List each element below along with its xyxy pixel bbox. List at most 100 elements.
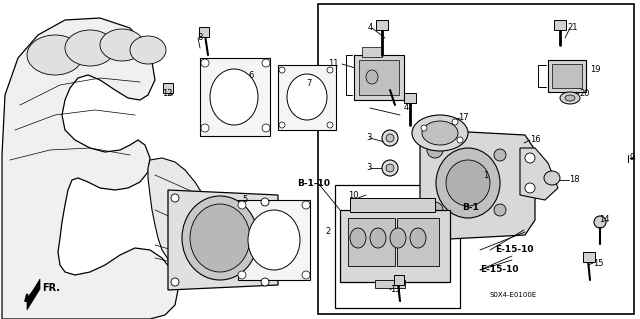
Bar <box>199 27 209 37</box>
Text: 19: 19 <box>590 65 600 75</box>
Bar <box>552 64 582 88</box>
Bar <box>375 280 405 288</box>
Ellipse shape <box>130 36 166 64</box>
Ellipse shape <box>560 92 580 104</box>
Text: 1: 1 <box>483 170 488 180</box>
Ellipse shape <box>287 74 327 120</box>
Bar <box>238 200 310 280</box>
Ellipse shape <box>494 149 506 161</box>
Text: 13: 13 <box>390 286 401 294</box>
Text: E-15-10: E-15-10 <box>495 246 534 255</box>
Text: 10: 10 <box>348 190 358 199</box>
Ellipse shape <box>544 171 560 185</box>
Text: E-15-10: E-15-10 <box>480 265 518 275</box>
Text: 6: 6 <box>248 70 253 79</box>
Polygon shape <box>148 158 222 278</box>
Text: B-1: B-1 <box>462 203 479 211</box>
Bar <box>350 198 435 212</box>
Text: 15: 15 <box>593 258 604 268</box>
Ellipse shape <box>525 183 535 193</box>
Ellipse shape <box>436 148 500 218</box>
Ellipse shape <box>210 69 258 125</box>
Text: 4: 4 <box>404 103 409 113</box>
Ellipse shape <box>65 30 115 66</box>
Bar <box>583 252 595 262</box>
Text: 20: 20 <box>579 88 589 98</box>
Text: 2: 2 <box>325 227 330 236</box>
Ellipse shape <box>171 278 179 286</box>
Ellipse shape <box>350 228 366 248</box>
Ellipse shape <box>457 137 463 143</box>
Ellipse shape <box>190 204 250 272</box>
Polygon shape <box>420 130 535 240</box>
Bar <box>359 60 399 95</box>
Text: FR.: FR. <box>42 283 60 293</box>
Ellipse shape <box>327 122 333 128</box>
Bar <box>394 275 404 285</box>
Ellipse shape <box>427 202 443 218</box>
Ellipse shape <box>261 278 269 286</box>
Ellipse shape <box>422 121 458 145</box>
Ellipse shape <box>427 142 443 158</box>
Ellipse shape <box>171 194 179 202</box>
Ellipse shape <box>390 228 406 248</box>
Ellipse shape <box>201 124 209 132</box>
Ellipse shape <box>238 201 246 209</box>
Polygon shape <box>2 18 178 319</box>
Ellipse shape <box>370 228 386 248</box>
Ellipse shape <box>279 67 285 73</box>
Ellipse shape <box>248 210 300 270</box>
Ellipse shape <box>27 35 83 75</box>
Ellipse shape <box>201 59 209 67</box>
Ellipse shape <box>182 196 258 280</box>
Ellipse shape <box>382 130 398 146</box>
Bar <box>335 185 460 308</box>
Bar <box>340 210 450 282</box>
Polygon shape <box>520 148 558 200</box>
Text: S0X4-E0100E: S0X4-E0100E <box>490 292 537 298</box>
Text: 7: 7 <box>306 78 312 87</box>
Ellipse shape <box>327 67 333 73</box>
Bar <box>278 65 336 130</box>
Ellipse shape <box>565 95 575 101</box>
Ellipse shape <box>446 160 490 206</box>
Bar <box>200 58 270 136</box>
Bar <box>376 20 388 30</box>
Ellipse shape <box>421 125 427 131</box>
Ellipse shape <box>410 228 426 248</box>
Ellipse shape <box>262 124 270 132</box>
Bar <box>404 93 416 103</box>
Ellipse shape <box>525 153 535 163</box>
Text: 4: 4 <box>368 24 373 33</box>
Bar <box>163 83 173 93</box>
Ellipse shape <box>279 122 285 128</box>
Text: 5: 5 <box>242 196 247 204</box>
Ellipse shape <box>261 198 269 206</box>
Text: 11: 11 <box>328 58 339 68</box>
Ellipse shape <box>386 164 394 172</box>
Bar <box>318 4 634 314</box>
Ellipse shape <box>494 204 506 216</box>
Text: 21: 21 <box>567 24 577 33</box>
Bar <box>397 218 439 266</box>
Text: B-1-10: B-1-10 <box>297 179 330 188</box>
Bar <box>554 20 566 30</box>
Text: 17: 17 <box>458 114 468 122</box>
Ellipse shape <box>302 201 310 209</box>
Text: 16: 16 <box>530 136 541 145</box>
Text: 18: 18 <box>569 175 580 184</box>
Ellipse shape <box>262 59 270 67</box>
Ellipse shape <box>100 29 144 61</box>
Text: 3: 3 <box>366 133 371 143</box>
Ellipse shape <box>302 271 310 279</box>
Text: 3: 3 <box>366 164 371 173</box>
Bar <box>348 218 395 266</box>
Polygon shape <box>168 190 278 290</box>
Text: 14: 14 <box>599 216 609 225</box>
Bar <box>354 55 404 100</box>
Ellipse shape <box>386 134 394 142</box>
Ellipse shape <box>238 271 246 279</box>
Text: 12: 12 <box>162 88 173 98</box>
Ellipse shape <box>594 216 606 228</box>
Ellipse shape <box>382 160 398 176</box>
